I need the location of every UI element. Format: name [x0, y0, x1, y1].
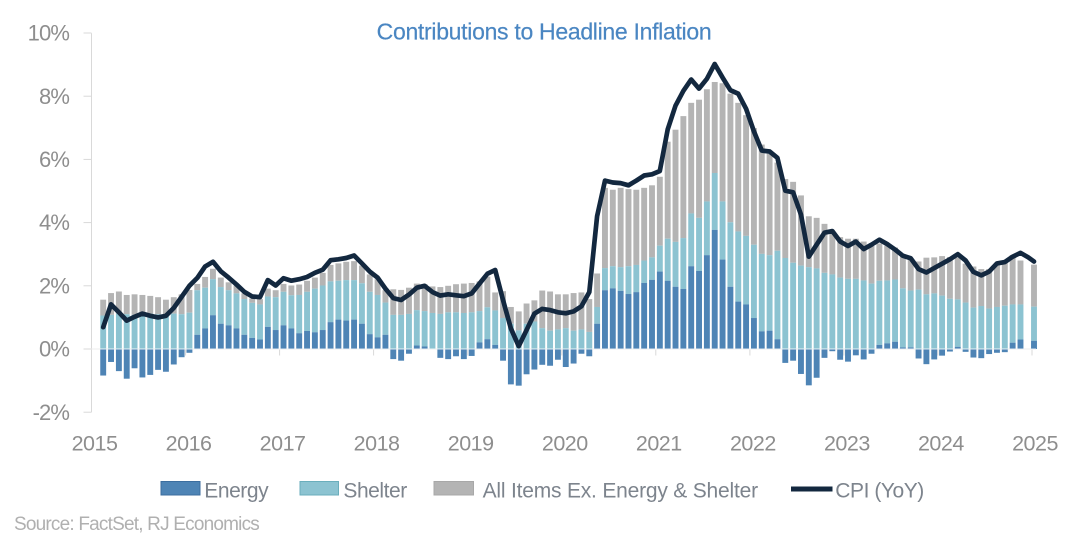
svg-text:4%: 4%	[39, 210, 69, 235]
svg-text:2018: 2018	[354, 432, 400, 456]
svg-text:2015: 2015	[72, 432, 118, 456]
svg-text:Shelter: Shelter	[343, 480, 407, 503]
svg-text:2017: 2017	[260, 432, 306, 456]
svg-text:2016: 2016	[166, 432, 212, 456]
svg-text:2022: 2022	[730, 432, 776, 456]
svg-text:2019: 2019	[448, 432, 494, 456]
svg-text:Energy: Energy	[204, 480, 269, 503]
svg-text:6%: 6%	[39, 147, 69, 172]
svg-text:2023: 2023	[824, 432, 870, 456]
svg-text:2021: 2021	[636, 432, 682, 456]
svg-text:Source: FactSet, RJ Economics: Source: FactSet, RJ Economics	[14, 514, 259, 535]
svg-text:2024: 2024	[918, 432, 964, 456]
svg-text:0%: 0%	[39, 337, 69, 362]
svg-text:8%: 8%	[39, 84, 69, 109]
svg-text:-2%: -2%	[33, 400, 70, 425]
svg-text:CPI (YoY): CPI (YoY)	[835, 480, 924, 503]
svg-text:2020: 2020	[542, 432, 588, 456]
svg-text:All Items Ex. Energy & Shelter: All Items Ex. Energy & Shelter	[483, 480, 758, 503]
svg-text:10%: 10%	[28, 21, 70, 46]
svg-text:2025: 2025	[1012, 432, 1058, 456]
svg-text:2%: 2%	[39, 273, 69, 298]
svg-text:Contributions to Headline Infl: Contributions to Headline Inflation	[377, 19, 712, 45]
